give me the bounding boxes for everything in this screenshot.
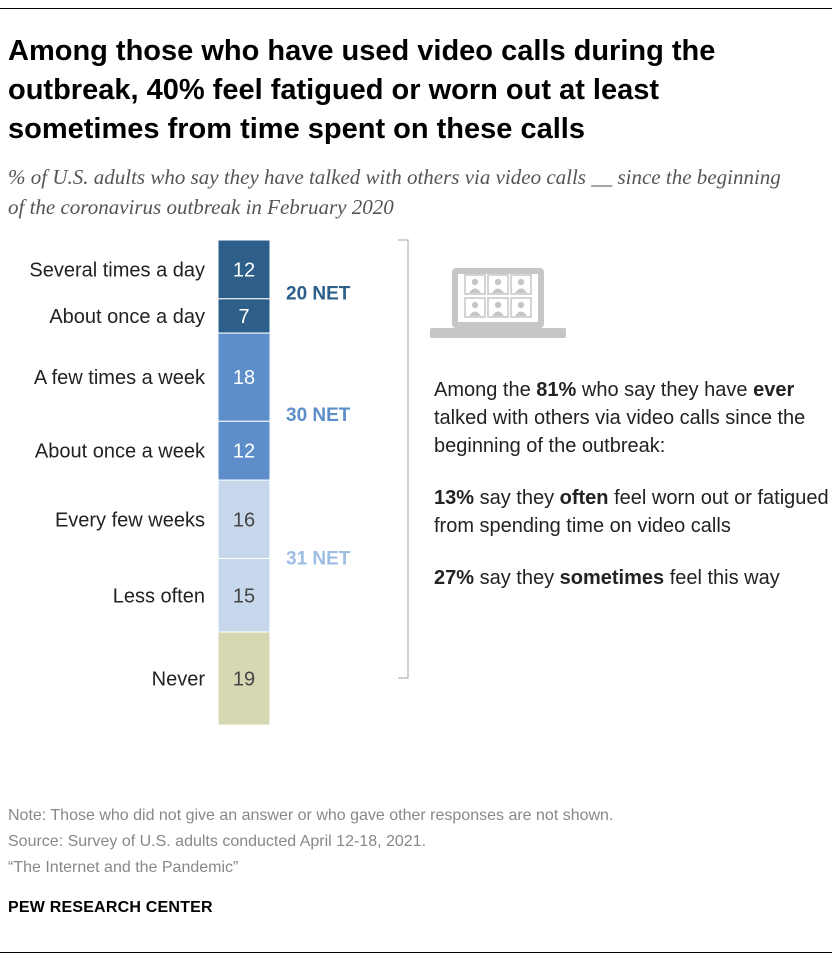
bottom-rule xyxy=(0,952,832,953)
callout-often-pct: 13% xyxy=(434,487,475,509)
participant-icon xyxy=(464,274,486,295)
net-label: 31 NET xyxy=(286,548,351,569)
callout-sometimes-mid: say they xyxy=(474,567,560,589)
callout-often-word: often xyxy=(559,487,609,509)
value-label: 19 xyxy=(233,669,255,691)
bar-segment-0 xyxy=(217,239,271,300)
callout-intro-ever: ever xyxy=(753,379,795,401)
net-label: 20 NET xyxy=(286,284,351,305)
participant-icon xyxy=(487,297,509,318)
category-labels: Several times a day About once a day A few… xyxy=(29,259,206,690)
callout-text: Among the 81% who say they have ever tal… xyxy=(434,376,834,616)
callout-intro: Among the 81% who say they have ever tal… xyxy=(434,376,834,460)
category-label: Every few weeks xyxy=(55,509,205,531)
participant-icon xyxy=(487,274,509,295)
callout-intro-pre: Among the xyxy=(434,379,537,401)
notes: Note: Those who did not give an answer o… xyxy=(8,803,828,881)
callout-bracket xyxy=(398,239,409,679)
callout-sometimes-word: sometimes xyxy=(559,567,665,589)
bar-segment-6 xyxy=(217,631,271,726)
source-line: Source: Survey of U.S. adults conducted … xyxy=(8,833,427,850)
value-label: 15 xyxy=(233,585,255,607)
callout-sometimes-post: feel this way xyxy=(664,567,780,589)
value-label: 12 xyxy=(233,441,255,463)
value-label: 7 xyxy=(238,306,249,328)
category-label: Never xyxy=(152,669,206,691)
callout-intro-post: talked with others via video calls since… xyxy=(434,407,806,457)
value-label: 12 xyxy=(233,259,255,281)
value-label: 18 xyxy=(233,367,255,389)
brand-logo-text: PEW RESEARCH CENTER xyxy=(8,899,213,916)
callout-sometimes-pct: 27% xyxy=(434,567,475,589)
report-line: “The Internet and the Pandemic” xyxy=(8,859,239,876)
category-label: Less often xyxy=(113,585,205,607)
participant-icon xyxy=(510,297,532,318)
callout-often-post: feel worn out or fatigued from spending … xyxy=(434,487,829,537)
top-rule xyxy=(0,8,832,9)
participant-icon xyxy=(464,297,486,318)
category-label: A few times a week xyxy=(34,367,206,389)
stacked-bar-chart: Several times a day About once a day A few… xyxy=(29,239,566,726)
bar-segment-1 xyxy=(217,298,271,334)
net-label: 30 NET xyxy=(286,405,351,426)
callout-often-mid: say they xyxy=(474,487,560,509)
callout-often: 13% say they often feel worn out or fati… xyxy=(434,484,834,540)
callout-intro-mid: who say they have xyxy=(576,379,754,401)
bar-segment-3 xyxy=(217,420,271,481)
category-label: About once a week xyxy=(35,441,206,463)
net-labels: 20 NET 30 NET 31 NET xyxy=(286,284,351,570)
note-line: Note: Those who did not give an answer o… xyxy=(8,807,614,824)
bar-segment-5 xyxy=(217,558,271,633)
participant-icon xyxy=(510,274,532,295)
value-labels: 12 7 18 12 16 15 19 xyxy=(233,259,255,690)
chart-subtitle: % of U.S. adults who say they have talke… xyxy=(8,165,781,219)
callout-sometimes: 27% say they sometimes feel this way xyxy=(434,564,834,592)
laptop-video-call-icon xyxy=(430,268,566,338)
chart-title: Among those who have used video calls du… xyxy=(8,35,716,145)
category-label: About once a day xyxy=(49,306,205,328)
value-label: 16 xyxy=(233,509,255,531)
bar-segment-2 xyxy=(217,332,271,422)
category-label: Several times a day xyxy=(29,259,205,281)
callout-intro-pct: 81% xyxy=(536,379,577,401)
bar-group xyxy=(217,239,271,726)
